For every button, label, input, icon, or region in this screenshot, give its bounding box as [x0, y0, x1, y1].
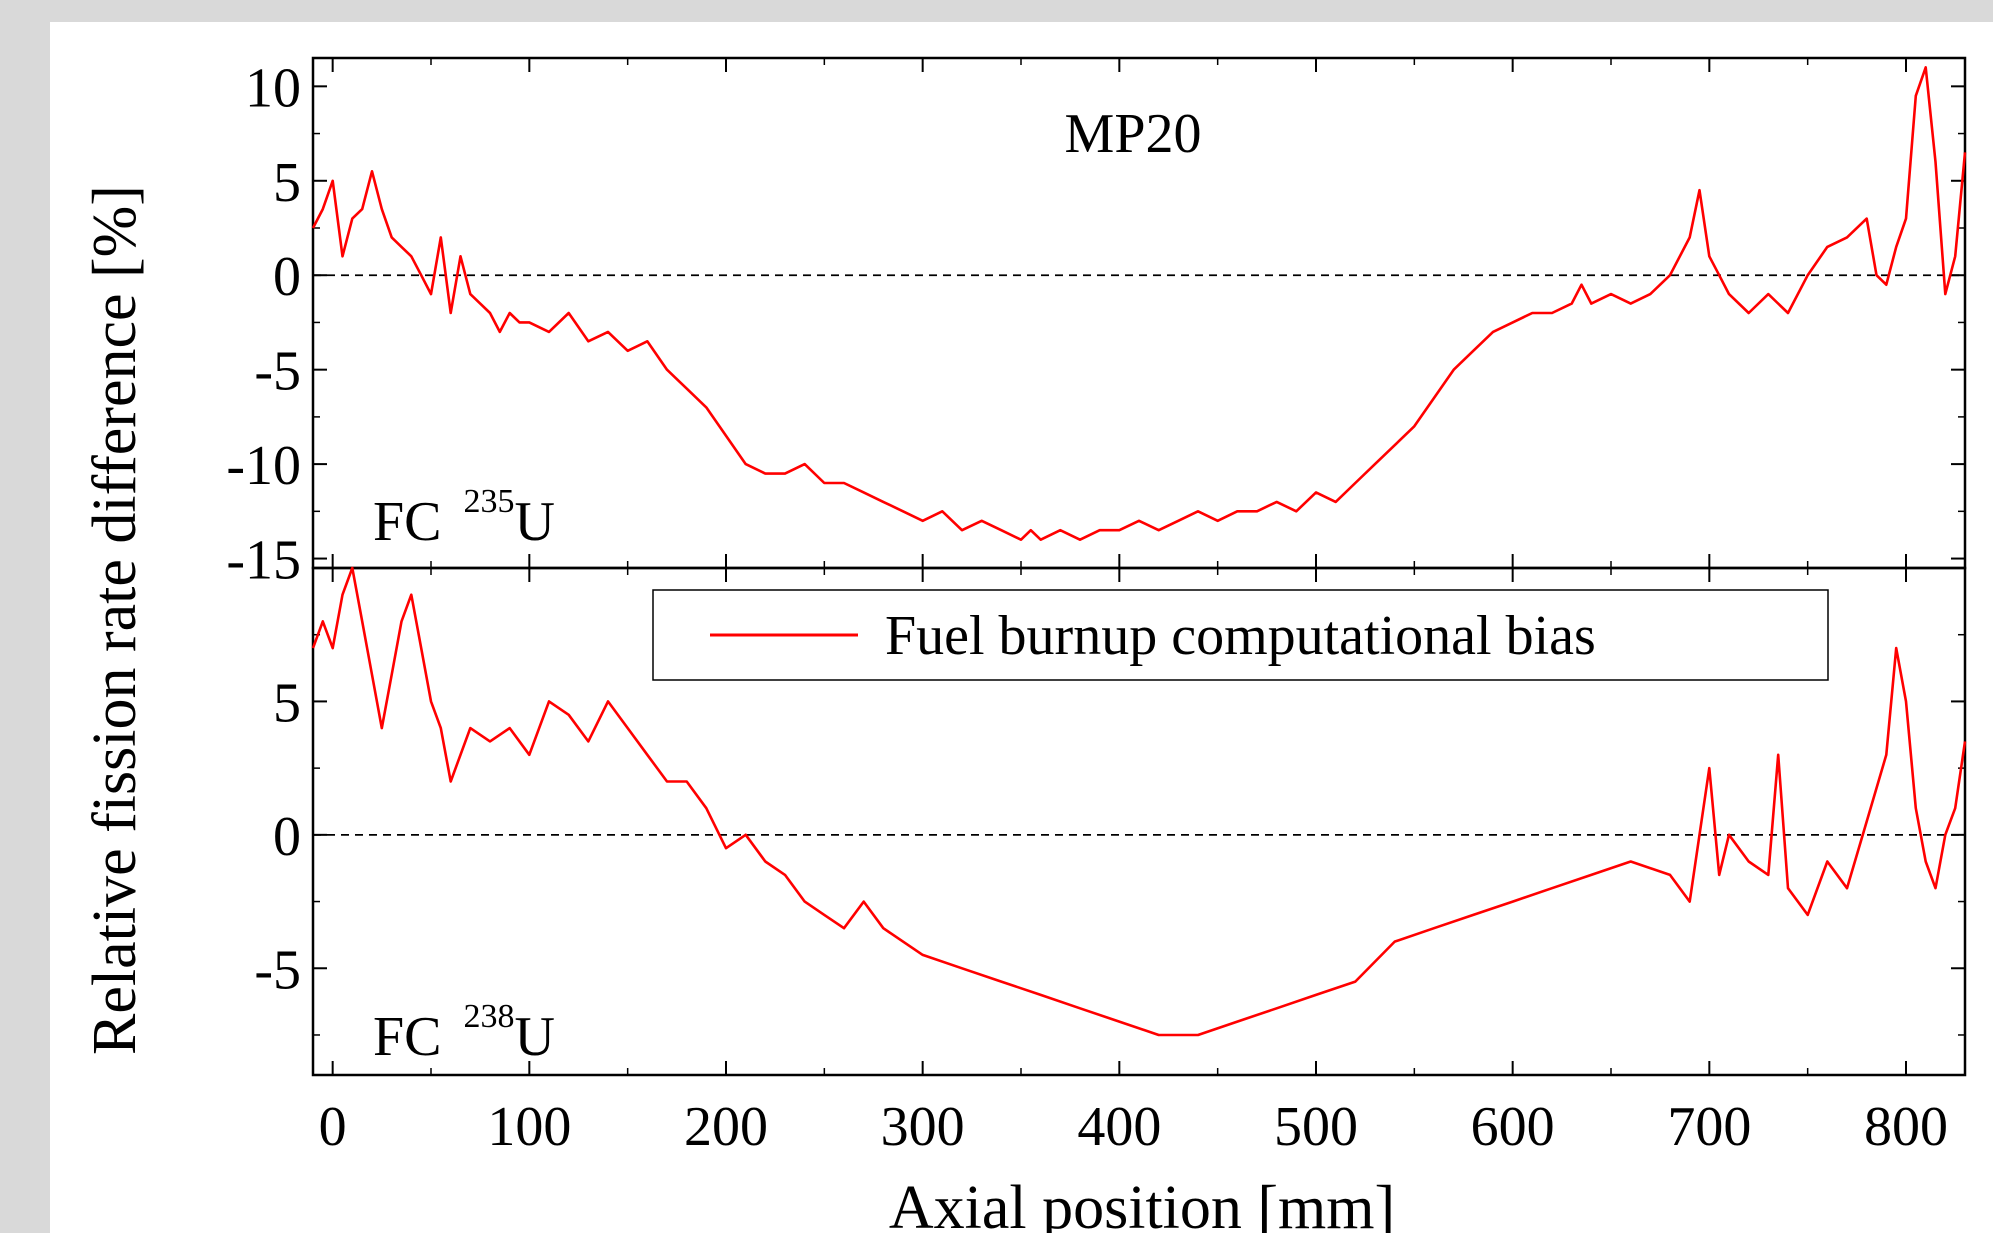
bottom-panel-annotation: FC 238U	[373, 998, 555, 1068]
bottom-y-tick-label: 5	[273, 672, 301, 734]
bottom-panel-annotation-label: FC	[373, 1006, 442, 1068]
bottom-plot-frame	[311, 566, 1967, 1077]
bottom-y-tick-label: 0	[273, 806, 301, 868]
top-panel-annotation-label: FC	[373, 491, 442, 553]
top-y-tick-label: 5	[273, 152, 301, 214]
legend: Fuel burnup computational bias	[652, 589, 1829, 681]
x-tick-label: 400	[1077, 1096, 1161, 1158]
x-tick-label: 700	[1667, 1096, 1751, 1158]
bottom-panel: 0 100 200 300 400 500 600 700 800 -5 0 5	[254, 566, 1967, 1158]
x-tick-label: 600	[1471, 1096, 1555, 1158]
top-panel-annotation: FC 235U	[373, 483, 555, 553]
x-tick-label: 200	[684, 1096, 768, 1158]
top-panel: -15 -10 -5 0 5 10	[226, 56, 1967, 592]
top-y-tick-label: 0	[273, 246, 301, 308]
top-y-tick-label: -15	[226, 530, 301, 592]
x-tick-label: 800	[1864, 1096, 1948, 1158]
y-axis-label: Relative fission rate difference [%]	[81, 185, 149, 1055]
chart-title: MP20	[1065, 103, 1202, 165]
legend-label: Fuel burnup computational bias	[885, 605, 1596, 667]
x-tick-label: 0	[319, 1096, 347, 1158]
bottom-panel-isotope-mass: 238	[464, 998, 515, 1035]
top-y-tick-label: 10	[245, 57, 301, 119]
x-tick-label: 500	[1274, 1096, 1358, 1158]
top-y-tick-label: -5	[254, 341, 301, 403]
x-tick-label: 300	[881, 1096, 965, 1158]
bottom-panel-isotope-symbol: U	[515, 1006, 555, 1068]
top-y-tick-label: -10	[226, 435, 301, 497]
bottom-y-tick-label: -5	[254, 939, 301, 1001]
top-panel-isotope-mass: 235	[464, 483, 515, 520]
x-axis-label: Axial position [mm]	[889, 1174, 1395, 1233]
x-tick-label: 100	[487, 1096, 571, 1158]
top-series-line	[311, 66, 1967, 542]
bottom-series-line	[311, 566, 1967, 1037]
top-panel-isotope-symbol: U	[515, 491, 555, 553]
